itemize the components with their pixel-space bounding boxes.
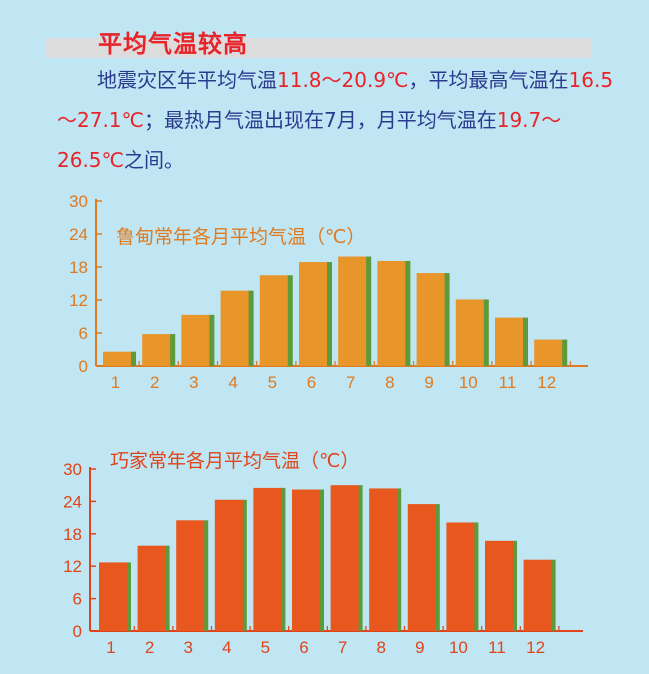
bar-month-5 xyxy=(253,487,282,631)
y-tick-label: 18 xyxy=(69,258,88,277)
bar-month-12 xyxy=(523,559,552,631)
x-tick-label: 6 xyxy=(299,638,308,657)
bar-shadow xyxy=(404,260,411,366)
y-tick-label: 0 xyxy=(79,357,88,376)
bar-shadow xyxy=(280,487,286,631)
bar-shadow xyxy=(561,339,568,366)
paragraph-text: 之间。 xyxy=(124,148,184,172)
bar-month-1 xyxy=(103,351,131,366)
temperature-range-text: 11.8～20.9℃ xyxy=(277,68,409,92)
bar-shadow xyxy=(550,559,556,631)
paragraph-text: ；最热月气温出现在7月，月平均气温在 xyxy=(144,108,497,132)
bar-month-3 xyxy=(176,520,205,631)
x-tick-label: 9 xyxy=(415,638,424,657)
x-tick-label: 4 xyxy=(222,638,231,657)
bar-month-2 xyxy=(142,334,171,366)
bar-shadow xyxy=(286,275,293,366)
bar-shadow xyxy=(522,317,528,366)
x-tick-label: 8 xyxy=(385,373,394,392)
bar-shadow xyxy=(319,489,324,631)
y-tick-label: 18 xyxy=(63,525,82,544)
bar-month-6 xyxy=(299,262,327,366)
bar-month-4 xyxy=(214,499,243,631)
bar-month-8 xyxy=(377,260,406,366)
bar-month-1 xyxy=(99,562,127,631)
bar-month-9 xyxy=(407,504,436,631)
x-tick-label: 11 xyxy=(499,373,517,392)
bar-shadow xyxy=(365,256,372,366)
bar-shadow xyxy=(512,540,517,631)
x-tick-label: 6 xyxy=(307,373,316,392)
bar-shadow xyxy=(357,485,363,631)
bar-shadow xyxy=(164,545,170,631)
x-tick-label: 5 xyxy=(268,373,277,392)
x-tick-label: 7 xyxy=(346,373,355,392)
x-tick-label: 2 xyxy=(145,638,154,657)
bar-shadow xyxy=(434,504,440,631)
y-tick-label: 6 xyxy=(73,590,82,609)
bar-month-10 xyxy=(455,299,484,366)
y-tick-label: 6 xyxy=(79,324,88,343)
bar-shadow xyxy=(482,299,489,366)
y-tick-label: 24 xyxy=(63,492,82,511)
bar-month-2 xyxy=(137,545,166,631)
bar-month-9 xyxy=(416,273,445,366)
bar-shadow xyxy=(169,334,176,366)
temperature-range-text: 16.5～27.1℃ xyxy=(57,68,614,132)
bar-shadow xyxy=(473,522,479,631)
bar-month-8 xyxy=(369,488,398,631)
x-tick-label: 2 xyxy=(150,373,159,392)
x-tick-label: 10 xyxy=(459,373,478,392)
y-tick-label: 30 xyxy=(69,192,88,211)
bar-month-3 xyxy=(181,314,210,366)
x-tick-label: 7 xyxy=(338,638,347,657)
bar-month-10 xyxy=(446,522,475,631)
x-tick-label: 9 xyxy=(424,373,433,392)
x-tick-label: 1 xyxy=(106,638,115,657)
bar-month-7 xyxy=(338,256,367,366)
title-underline-bar xyxy=(46,38,592,58)
bar-shadow xyxy=(396,488,402,631)
bar-month-6 xyxy=(292,489,320,631)
bar-month-7 xyxy=(330,485,359,631)
x-tick-label: 12 xyxy=(526,638,545,657)
bar-month-4 xyxy=(220,290,249,366)
x-tick-label: 11 xyxy=(488,638,506,657)
x-tick-label: 4 xyxy=(228,373,237,392)
section-title: 平均气温较高 xyxy=(98,30,248,58)
bar-month-11 xyxy=(495,317,523,366)
bar-shadow xyxy=(326,262,332,366)
y-tick-label: 12 xyxy=(69,291,88,310)
x-tick-label: 8 xyxy=(376,638,385,657)
paragraph-text: ，平均最高气温在 xyxy=(408,68,569,92)
x-tick-label: 10 xyxy=(449,638,468,657)
bar-shadow xyxy=(130,351,136,366)
bar-shadow xyxy=(247,290,254,366)
y-tick-label: 24 xyxy=(69,225,88,244)
intro-paragraph: 地震灾区年平均气温11.8～20.9℃，平均最高气温在16.5～27.1℃；最热… xyxy=(57,60,617,180)
bar-shadow xyxy=(241,499,247,631)
temperature-range-text: 19.7～26.5℃ xyxy=(57,108,562,172)
bar-shadow xyxy=(126,562,131,631)
x-tick-label: 3 xyxy=(183,638,192,657)
bar-shadow xyxy=(443,273,450,366)
y-tick-label: 30 xyxy=(63,460,82,479)
bar-shadow xyxy=(208,314,215,366)
bar-month-5 xyxy=(259,275,288,366)
bar-shadow xyxy=(203,520,209,631)
y-tick-label: 0 xyxy=(73,622,82,641)
x-tick-label: 12 xyxy=(537,373,556,392)
bar-month-11 xyxy=(485,540,513,631)
x-tick-label: 3 xyxy=(189,373,198,392)
paragraph-text: 地震灾区年平均气温 xyxy=(97,68,277,92)
x-tick-label: 1 xyxy=(111,373,120,392)
qiaojia-chart-title: 巧家常年各月平均气温（℃） xyxy=(110,450,360,472)
bar-month-12 xyxy=(534,339,563,366)
ludian-chart-title: 鲁甸常年各月平均气温（℃） xyxy=(116,226,366,248)
y-tick-label: 12 xyxy=(63,557,82,576)
x-tick-label: 5 xyxy=(261,638,270,657)
